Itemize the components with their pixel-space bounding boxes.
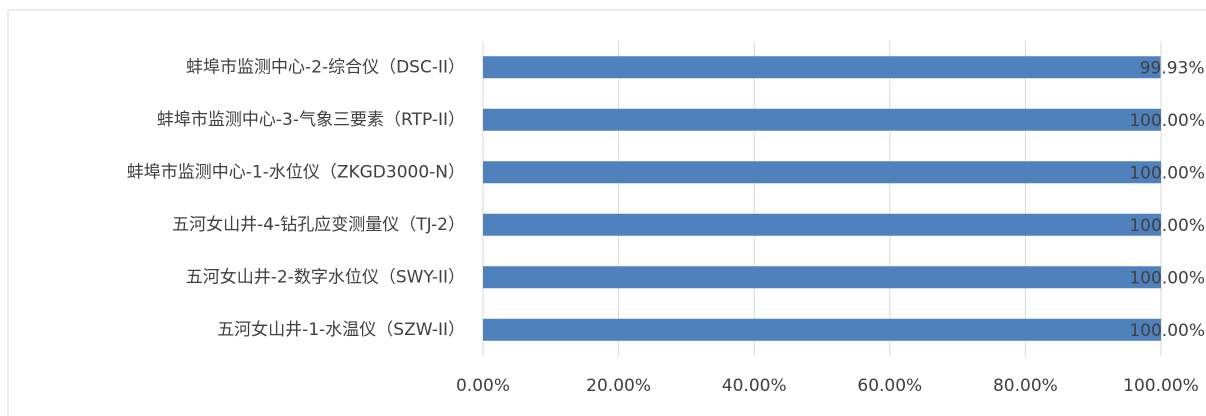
bar — [483, 108, 1161, 131]
y-tick-label: 蚌埠市监测中心-3-气象三要素（RTP-II） — [157, 110, 465, 130]
bar — [483, 56, 1161, 79]
value-label: 100.00% — [1129, 163, 1205, 183]
value-label: 100.00% — [1129, 216, 1205, 236]
value-label: 100.00% — [1129, 268, 1205, 288]
value-label: 100.00% — [1129, 321, 1205, 341]
x-tick-label: 60.00% — [857, 376, 922, 396]
x-tick-label: 20.00% — [586, 376, 651, 396]
bar — [483, 266, 1161, 289]
x-tick-label: 40.00% — [722, 376, 787, 396]
bar — [483, 161, 1161, 184]
y-tick-label: 五河女山井-2-数字水位仪（SWY-II） — [186, 267, 465, 287]
y-tick-label: 五河女山井-1-水温仪（SZW-II） — [217, 320, 465, 340]
y-tick-label: 五河女山井-4-钻孔应变测量仪（TJ-2） — [172, 215, 465, 235]
value-label: 99.93% — [1140, 58, 1205, 78]
x-tick-label: 0.00% — [456, 376, 510, 396]
y-tick-label: 蚌埠市监测中心-2-综合仪（DSC-II） — [186, 57, 465, 77]
chart-border — [7, 9, 1206, 416]
y-tick-label: 蚌埠市监测中心-1-水位仪（ZKGD3000-N） — [127, 162, 465, 182]
x-tick-label: 80.00% — [993, 376, 1058, 396]
bar — [483, 318, 1161, 341]
value-label: 100.00% — [1129, 111, 1205, 131]
bar — [483, 213, 1161, 236]
x-tick-label: 100.00% — [1123, 376, 1199, 396]
